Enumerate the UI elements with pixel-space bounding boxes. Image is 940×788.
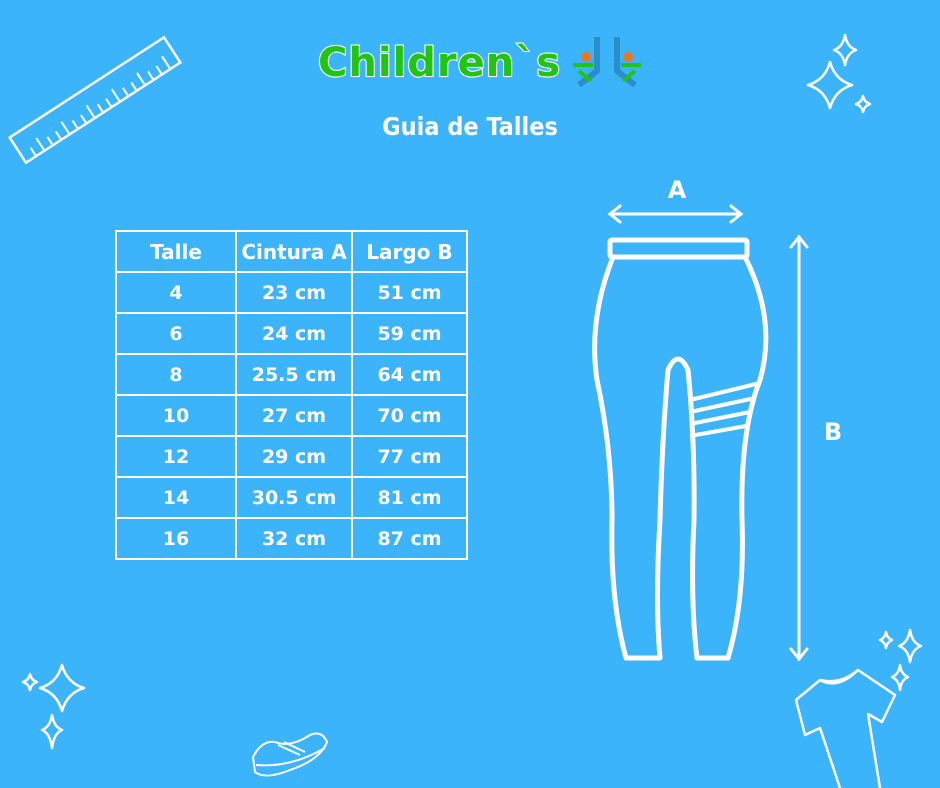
cell-size: 12 [115,435,237,478]
shoe-icon [251,732,329,777]
size-table: Talle Cintura A Largo B 4 23 cm 51 cm 6 24 … [115,230,468,560]
cell-waist: 32 cm [235,517,353,560]
measure-arrow-b [789,234,809,662]
cell-length: 64 cm [351,353,468,396]
brand-logo-icon [573,37,642,88]
cell-size: 16 [115,517,237,560]
cell-size: 10 [115,394,237,437]
table-row: 6 24 cm 59 cm [115,312,468,355]
table-row: 4 23 cm 51 cm [115,271,468,314]
table-row: 12 29 cm 77 cm [115,435,468,478]
cell-waist: 25.5 cm [235,353,353,396]
cell-size: 14 [115,476,237,519]
tshirt-icon [794,668,897,788]
cell-length: 81 cm [351,476,468,519]
label-b: B [824,418,842,446]
cell-length: 77 cm [351,435,468,478]
cell-waist: 27 cm [235,394,353,437]
page-title: Guia de Talles [382,112,558,141]
cell-length: 70 cm [351,394,468,437]
table-row: 8 25.5 cm 64 cm [115,353,468,396]
ruler-icon [7,35,183,165]
cell-waist: 23 cm [235,271,353,314]
cell-size: 6 [115,312,237,355]
header-largo: Largo B [351,230,468,273]
table-row: 16 32 cm 87 cm [115,517,468,560]
label-a: A [668,176,687,204]
sparkle-icon [21,33,923,750]
measure-arrow-a [607,204,744,224]
brand-name: Children`s [317,39,562,87]
header-cintura: Cintura A [235,230,353,273]
header-talle: Talle [115,230,237,273]
leggings-diagram [592,237,769,661]
cell-size: 8 [115,353,237,396]
cell-waist: 30.5 cm [235,476,353,519]
cell-size: 4 [115,271,237,314]
brand-logo: Children`s [317,37,643,88]
cell-waist: 24 cm [235,312,353,355]
table-row: 14 30.5 cm 81 cm [115,476,468,519]
table-header-row: Talle Cintura A Largo B [115,230,468,273]
cell-waist: 29 cm [235,435,353,478]
table-row: 10 27 cm 70 cm [115,394,468,437]
cell-length: 51 cm [351,271,468,314]
cell-length: 87 cm [351,517,468,560]
cell-length: 59 cm [351,312,468,355]
